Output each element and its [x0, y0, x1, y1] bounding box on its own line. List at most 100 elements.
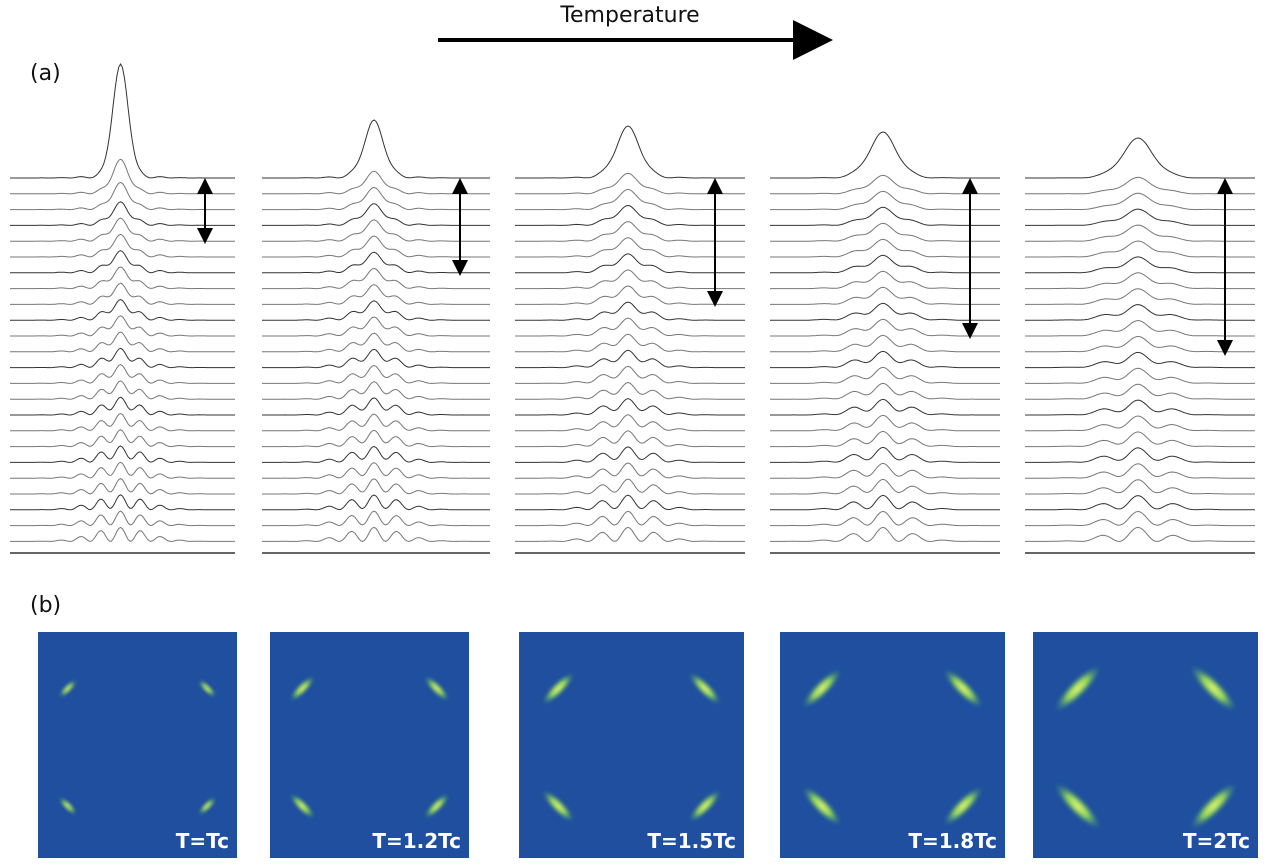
spectrum-curve	[515, 333, 745, 353]
spectrum-curve	[1025, 383, 1255, 400]
map-label: T=1.5Tc	[647, 829, 736, 853]
spectrum-curve	[262, 478, 490, 495]
spectrum-curve	[10, 445, 235, 463]
spectrum-curve	[10, 478, 235, 495]
spectrum-curve	[10, 250, 235, 274]
spectrum-curve	[262, 445, 490, 463]
spectrum-curve	[1025, 463, 1255, 479]
spectrum-curve	[770, 350, 1000, 369]
map-panel	[1033, 632, 1258, 858]
spectrum-curve	[770, 190, 1000, 211]
spectrum-curve	[515, 365, 745, 384]
spectrum-curve	[770, 510, 1000, 527]
spectrum-curve	[262, 203, 490, 226]
spectrum-curve	[10, 380, 235, 400]
fermi-arc	[802, 668, 842, 709]
spectrum-curve	[10, 282, 235, 305]
spectrum-curve	[1025, 176, 1255, 195]
spectrum-curve	[262, 397, 490, 416]
spectrum-curve	[1025, 447, 1255, 463]
spectrum-curve	[515, 494, 745, 511]
spectrum-curve	[1025, 415, 1255, 432]
fermi-arc	[1054, 782, 1102, 830]
spectrum-curve	[515, 301, 745, 321]
fermi-arc	[424, 793, 450, 819]
spectrum-curve	[262, 348, 490, 369]
spectrum-curve	[515, 430, 745, 448]
spectrum-curve	[770, 334, 1000, 353]
spectrum-curve	[515, 398, 745, 416]
spectrum-curve	[515, 478, 745, 495]
spectrum-curve	[1025, 192, 1255, 211]
spectrum-curve	[262, 267, 490, 290]
spectrum-curve	[515, 526, 745, 542]
spectrum-curve	[770, 206, 1000, 226]
spectrum-curve	[10, 412, 235, 432]
spectrum-curve	[262, 364, 490, 384]
spectrum-curve	[262, 284, 490, 305]
spectrum-curve	[262, 381, 490, 400]
map-panel	[38, 632, 237, 858]
spectrum-curve	[262, 300, 490, 321]
spectrum-curve	[515, 237, 745, 258]
fermi-arc	[289, 793, 315, 819]
spectrum-curve	[515, 446, 745, 463]
spectra	[10, 62, 1255, 554]
fermi-arc	[688, 672, 722, 705]
spectrum-curve	[770, 286, 1000, 305]
fermi-arc	[58, 797, 77, 815]
spectrum-curve	[770, 526, 1000, 542]
fermi-arc	[541, 789, 575, 823]
fermi-arc	[1189, 665, 1237, 712]
spectrum-curve	[10, 526, 235, 542]
spectrum-curve	[770, 446, 1000, 463]
spectrum-curve	[515, 381, 745, 400]
spectrum-curve	[515, 253, 745, 274]
arrow-label: Temperature	[559, 3, 699, 28]
spectrum-curve	[770, 302, 1000, 321]
spectrum-curve	[262, 429, 490, 448]
spectrum-curve	[515, 317, 745, 337]
spectrum-curve	[10, 429, 235, 448]
spectrum-curve	[10, 62, 235, 179]
spectrum-curve	[1025, 137, 1255, 179]
spectrum-curve	[262, 170, 490, 195]
spectrum-curve	[1025, 510, 1255, 527]
fermi-arc	[198, 797, 217, 815]
map-panel	[780, 632, 1005, 858]
spectrum-curve	[1025, 335, 1255, 353]
fermi-arc	[802, 786, 842, 826]
spectrum-curve	[770, 494, 1000, 511]
maps: T=Tc T=1.2Tc T=1.5Tc T=1.8Tc T=2Tc	[38, 632, 1258, 858]
spectrum-curve	[1025, 240, 1255, 258]
spectrum-curve	[10, 364, 235, 384]
spectrum-curve	[262, 510, 490, 527]
panel-label: (b)	[30, 593, 61, 618]
spectrum-curve	[770, 398, 1000, 416]
spectrum-curve	[515, 269, 745, 290]
fermi-arc	[1189, 782, 1237, 830]
spectrum-curve	[515, 462, 745, 479]
spectrum-curve	[770, 238, 1000, 258]
fermi-arc	[289, 675, 315, 702]
spectrum-curve	[262, 219, 490, 242]
spectrum-curve	[1025, 272, 1255, 290]
spectrum-curve	[1025, 319, 1255, 337]
spectrum-curve	[262, 119, 490, 179]
spectrum-curve	[515, 221, 745, 242]
fermi-arc	[541, 672, 575, 705]
spectrum-curve	[10, 331, 235, 353]
spectrum-curve	[10, 396, 235, 416]
spectrum-curve	[1025, 224, 1255, 242]
spectrum-curve	[1025, 256, 1255, 274]
spectrum-curve	[515, 414, 745, 432]
spectrum-curve	[10, 315, 235, 337]
spectrum-curve	[770, 254, 1000, 274]
spectrum-curve	[10, 298, 235, 321]
spectrum-curve	[262, 462, 490, 479]
spectrum-curve	[10, 217, 235, 242]
spectrum-curve	[1025, 399, 1255, 416]
spectrum-curve	[1025, 351, 1255, 369]
